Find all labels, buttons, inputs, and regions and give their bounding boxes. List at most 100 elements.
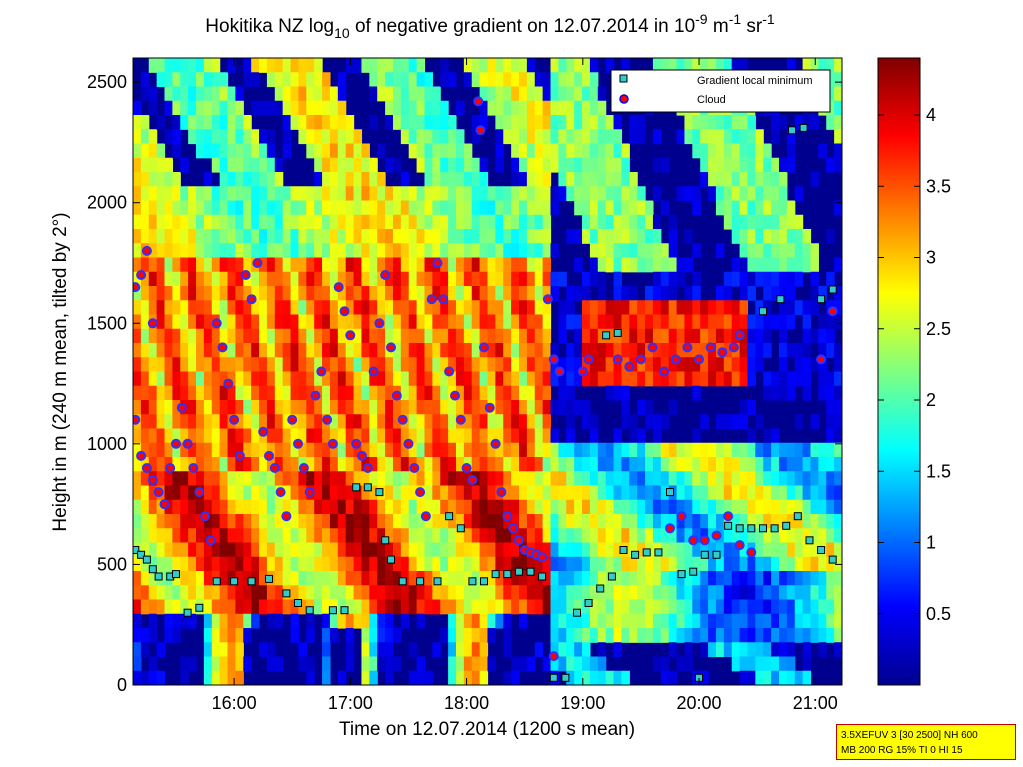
heatmap-cell xyxy=(196,428,205,444)
heatmap-cell xyxy=(306,200,315,216)
heatmap-cell xyxy=(400,556,410,572)
heatmap-cell xyxy=(637,371,646,387)
heatmap-cell xyxy=(621,58,630,73)
heatmap-cell xyxy=(794,485,804,501)
heatmap-cell xyxy=(432,599,441,615)
heatmap-cell xyxy=(778,343,788,358)
heatmap-cell xyxy=(337,613,347,629)
heatmap-cell xyxy=(479,414,489,430)
heatmap-cell xyxy=(739,357,749,373)
heatmap-cell xyxy=(377,371,386,387)
heatmap-cell xyxy=(739,485,749,501)
heatmap-cell xyxy=(542,571,552,586)
heatmap-cell xyxy=(385,58,394,73)
heatmap-cell xyxy=(715,571,725,586)
heatmap-cell xyxy=(172,115,181,130)
gradient-minimum-marker xyxy=(340,606,349,615)
heatmap-cell xyxy=(763,599,772,615)
heatmap-cell xyxy=(385,243,394,259)
heatmap-cell xyxy=(266,556,276,572)
heatmap-cell xyxy=(314,328,323,344)
x-axis-label: Time on 12.07.2014 (1200 s mean) xyxy=(339,719,635,740)
heatmap-cell xyxy=(747,257,756,273)
heatmap-cell xyxy=(448,214,457,230)
heatmap-cell xyxy=(455,613,465,629)
heatmap-cell xyxy=(755,414,764,430)
heatmap-cell xyxy=(377,143,386,159)
heatmap-cell xyxy=(416,414,426,430)
cloud-marker xyxy=(304,487,315,498)
heatmap-cell xyxy=(771,628,780,643)
heatmap-cell xyxy=(314,172,323,187)
heatmap-cell xyxy=(251,457,260,472)
heatmap-cell xyxy=(314,100,323,116)
heatmap-cell xyxy=(660,286,670,301)
heatmap-cell xyxy=(834,400,842,415)
heatmap-cell xyxy=(826,414,835,430)
heatmap-cell xyxy=(203,542,213,558)
heatmap-cell xyxy=(715,613,725,629)
heatmap-cell xyxy=(448,571,457,586)
heatmap-cell xyxy=(298,343,307,358)
heatmap-cell xyxy=(660,599,670,615)
heatmap-cell xyxy=(763,442,772,458)
heatmap-cell xyxy=(337,499,347,515)
heatmap-cell xyxy=(613,286,623,301)
heatmap-cell xyxy=(377,186,386,202)
heatmap-cell xyxy=(211,385,221,401)
heatmap-cell xyxy=(353,300,363,316)
heatmap-cell xyxy=(290,200,300,216)
heatmap-cell xyxy=(613,229,623,244)
heatmap-cell xyxy=(164,428,173,444)
heatmap-cell xyxy=(708,471,717,487)
heatmap-cell xyxy=(771,556,780,572)
cloud-marker xyxy=(269,463,280,473)
heatmap-cell xyxy=(282,542,292,558)
heatmap-cell xyxy=(834,200,842,216)
heatmap-cell xyxy=(392,100,402,116)
heatmap-cell xyxy=(298,571,307,586)
heatmap-cell xyxy=(361,300,370,316)
heatmap-cell xyxy=(306,343,315,358)
heatmap-cell xyxy=(763,200,772,216)
heatmap-cell xyxy=(196,457,205,472)
heatmap-cell xyxy=(550,457,559,472)
heatmap-cell xyxy=(589,613,599,629)
heatmap-cell xyxy=(668,371,678,387)
heatmap-cell xyxy=(172,271,181,287)
heatmap-cell xyxy=(519,271,528,287)
cloud-marker xyxy=(316,366,327,377)
heatmap-cell xyxy=(361,400,370,415)
heatmap-cell xyxy=(251,428,260,444)
y-tick-label: 0 xyxy=(117,675,127,695)
heatmap-cell xyxy=(526,499,536,515)
heatmap-cell xyxy=(605,172,615,187)
heatmap-cell xyxy=(329,414,339,430)
heatmap-cell xyxy=(534,642,544,658)
heatmap-cell xyxy=(582,357,591,373)
cloud-marker xyxy=(461,463,472,473)
heatmap-cell xyxy=(574,442,583,458)
heatmap-cell xyxy=(416,100,426,116)
heatmap-cell xyxy=(196,585,205,601)
heatmap-cell xyxy=(826,400,835,415)
heatmap-cell xyxy=(133,157,142,173)
heatmap-cell xyxy=(400,471,410,487)
heatmap-cell xyxy=(227,585,237,601)
heatmap-cell xyxy=(196,286,205,301)
heatmap-cell xyxy=(778,613,788,629)
heatmap-cell xyxy=(361,243,370,259)
heatmap-cell xyxy=(574,115,583,130)
heatmap-cell xyxy=(834,86,842,102)
gradient-minimum-marker xyxy=(799,123,808,132)
heatmap-cell xyxy=(621,286,630,301)
heatmap-cell xyxy=(251,271,260,287)
heatmap-cell xyxy=(613,613,623,629)
heatmap-cell xyxy=(747,670,756,685)
heatmap-cell xyxy=(463,143,473,159)
cloud-marker xyxy=(298,463,309,473)
heatmap-cell xyxy=(519,400,528,415)
cloud-marker xyxy=(635,354,646,365)
heatmap-cell xyxy=(400,585,410,601)
heatmap-cell xyxy=(503,257,512,273)
